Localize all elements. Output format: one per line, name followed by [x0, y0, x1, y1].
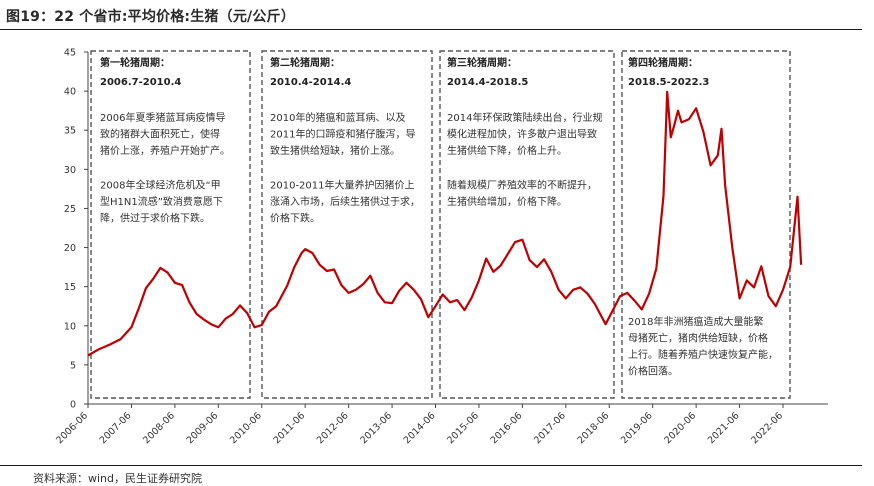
period-desc-line: 猪价上涨，养殖户开始扩产。: [100, 144, 230, 157]
x-tick-label: 2018-06: [576, 410, 612, 446]
period-desc-line: 致生猪供给短缺，猪价上涨。: [270, 144, 400, 157]
y-tick-label: 40: [64, 87, 76, 98]
series-layer: [87, 90, 803, 357]
period-desc-line: 2018年非洲猪瘟造成大量能繁: [628, 315, 763, 328]
period-title: 第一轮猪周期：: [100, 56, 170, 69]
period-desc-line: 2014年环保政策陆续出台，行业规: [447, 111, 602, 124]
x-tick-label: 2010-06: [228, 410, 264, 446]
period-desc-line: 随着规模厂养殖效率的不断提升，: [447, 179, 597, 192]
x-tick-label: 2008-06: [141, 410, 177, 446]
y-tick-label: 35: [64, 126, 76, 137]
period-desc-line: 2006年夏季猪蓝耳病疫情导: [100, 111, 225, 124]
period-desc-line: 价格下跌。: [270, 212, 320, 225]
figure-title: 图19：22 个省市:平均价格:生猪（元/公斤）: [6, 9, 295, 25]
period-range: 2014.4-2018.5: [447, 77, 528, 88]
period-title: 第三轮猪周期：: [447, 56, 517, 69]
x-tick-label: 2014-06: [402, 410, 438, 446]
period-box-3: [439, 50, 615, 399]
period-desc-line: 致的猪群大面积死亡，使得: [100, 128, 220, 141]
period-range: 2010.4-2014.4: [270, 77, 351, 88]
period-desc-line: 上行。随着养殖户快速恢复产能，: [628, 348, 778, 361]
period-desc-line: 母猪死亡，猪肉供给短缺，价格: [628, 332, 768, 345]
x-tick-label: 2012-06: [315, 410, 351, 446]
x-tick-label: 2020-06: [662, 410, 698, 446]
y-tick-label: 25: [64, 204, 76, 215]
period-desc-line: 模化进程加快，许多散户退出导致: [447, 128, 597, 141]
period-desc-line: 型H1N1流感”致消费意愿下: [100, 195, 223, 208]
period-box-1: [90, 50, 251, 399]
x-tick-label: 2016-06: [489, 410, 525, 446]
y-tick-label: 5: [70, 360, 76, 371]
period-box-2: [261, 50, 433, 399]
period-1-annotation: 第一轮猪周期： 2006.7-2010.4 2006年夏季猪蓝耳病疫情导致的猪群大面…: [100, 56, 230, 225]
period-box-4: [621, 50, 791, 399]
period-desc-line: 2008年全球经济危机及“甲: [100, 179, 221, 192]
source-note: 资料来源：wind，民生证券研究院: [33, 472, 203, 485]
price-series-line: [87, 90, 803, 357]
period-4-annotation: 第四轮猪周期： 2018.5-2022.3 2018年非洲猪瘟造成大量能繁母猪死亡，…: [628, 56, 778, 378]
x-tick-label: 2009-06: [185, 410, 221, 446]
x-tick-label: 2006-06: [54, 410, 90, 446]
period-title: 第二轮猪周期：: [270, 56, 340, 69]
period-desc-line: 涨涌入市场，后续生猪供过于求，: [270, 195, 420, 208]
period-title: 第四轮猪周期：: [628, 56, 698, 69]
y-tick-label: 10: [64, 321, 76, 332]
x-tick-label: 2019-06: [619, 410, 655, 446]
x-tick-label: 2021-06: [706, 410, 742, 446]
period-desc-line: 降，供过于求价格下跌。: [100, 212, 210, 225]
x-tick-label: 2013-06: [358, 410, 394, 446]
y-tick-label: 0: [70, 400, 76, 411]
period-annotations: 第一轮猪周期： 2006.7-2010.4 2006年夏季猪蓝耳病疫情导致的猪群大面…: [100, 56, 778, 378]
period-desc-line: 2010-2011年大量养护因猪价上: [270, 179, 415, 192]
period-desc-line: 生猪供给增加，价格下降。: [447, 195, 567, 208]
period-desc-line: 价格回落。: [628, 365, 678, 378]
y-tick-label: 45: [64, 48, 76, 59]
x-tick-label: 2015-06: [445, 410, 481, 446]
x-tick-label: 2011-06: [271, 410, 307, 446]
period-boxes: [90, 50, 791, 399]
x-tick-label: 2017-06: [532, 410, 568, 446]
period-3-annotation: 第三轮猪周期： 2014.4-2018.5 2014年环保政策陆续出台，行业规模化进…: [447, 56, 602, 208]
x-tick-label: 2022-06: [749, 410, 785, 446]
period-2-annotation: 第二轮猪周期： 2010.4-2014.4 2010年的猪瘟和蓝耳病、以及 2011年…: [270, 56, 420, 225]
period-range: 2018.5-2022.3: [628, 77, 709, 88]
period-desc-line: 2011年的口蹄疫和猪仔腹泻，导: [270, 128, 415, 141]
title-divider: [0, 29, 862, 30]
y-tick-label: 30: [64, 165, 76, 176]
period-range: 2006.7-2010.4: [100, 77, 181, 88]
y-tick-label: 20: [64, 243, 76, 254]
y-tick-label: 15: [64, 282, 76, 293]
x-tick-label: 2007-06: [98, 410, 134, 446]
period-desc-line: 生猪供给下降，价格上升。: [447, 144, 567, 157]
bottom-divider: [0, 465, 862, 466]
period-desc-line: 2010年的猪瘟和蓝耳病、以及: [270, 111, 405, 124]
